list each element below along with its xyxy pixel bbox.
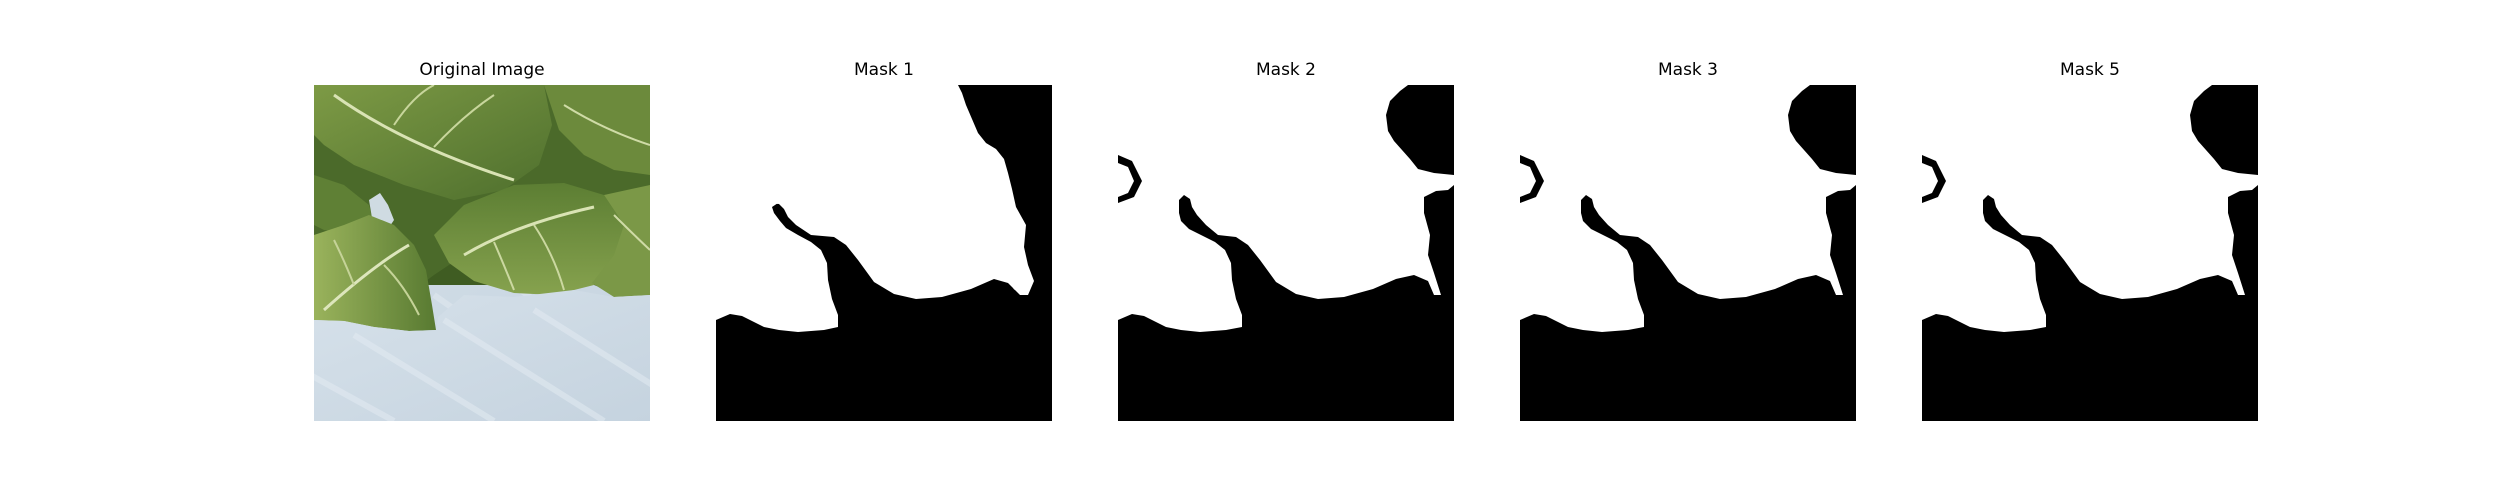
panel-mask-5: Mask 5: [1922, 0, 2258, 500]
mask-image: [716, 85, 1052, 421]
mask-image: [1520, 85, 1856, 421]
mask-image: [1118, 85, 1454, 421]
panel-title: Mask 5: [2059, 60, 2120, 80]
panel-title: Original Image: [419, 60, 545, 80]
mask-image: [1922, 85, 2258, 421]
panel-mask-3: Mask 3: [1520, 0, 1856, 500]
panel-title: Mask 2: [1255, 60, 1316, 80]
panel-title: Mask 1: [853, 60, 914, 80]
original-image: [314, 85, 650, 421]
panel-mask-1: Mask 1: [716, 0, 1052, 500]
panel-title: Mask 3: [1657, 60, 1718, 80]
panel-original: Original Image: [314, 0, 650, 500]
panel-mask-2: Mask 2: [1118, 0, 1454, 500]
